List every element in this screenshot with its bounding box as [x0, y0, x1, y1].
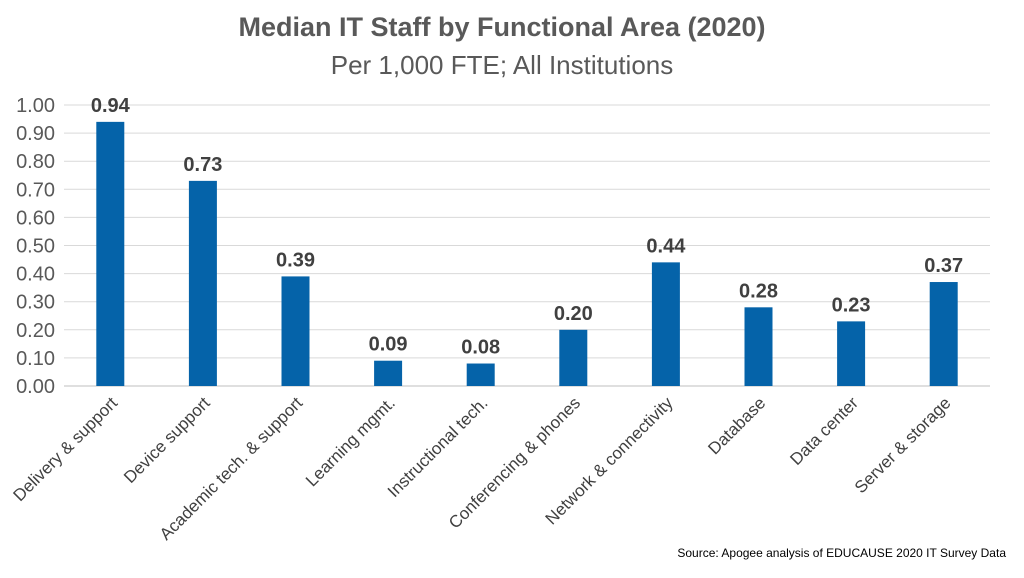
y-tick-label: 0.80 — [16, 151, 55, 173]
gridlines — [64, 104, 990, 387]
y-axis-tick-labels: 0.00 0.10 0.20 0.30 0.40 0.50 0.60 0.70 0.80 0.90… — [16, 95, 55, 398]
y-tick-label: 0.40 — [16, 264, 55, 286]
bar — [188, 180, 217, 386]
bar — [744, 307, 773, 386]
data-label: 0.28 — [739, 280, 778, 302]
bar — [929, 282, 958, 386]
data-label: 0.39 — [276, 249, 315, 271]
bar — [559, 329, 588, 386]
data-label: 0.94 — [91, 95, 131, 117]
bar — [651, 262, 680, 386]
data-label: 0.44 — [646, 235, 686, 257]
y-tick-label: 0.50 — [16, 236, 55, 258]
bar — [96, 121, 125, 387]
y-tick-label: 0.90 — [16, 123, 55, 145]
y-tick-label: 0.00 — [16, 376, 55, 398]
y-tick-label: 1.00 — [16, 95, 55, 117]
x-tick-label: Database — [704, 393, 769, 458]
bar — [281, 276, 310, 386]
bar — [837, 321, 866, 386]
chart-title: Median IT Staff by Functional Area (2020… — [238, 12, 766, 42]
data-label: 0.37 — [924, 255, 963, 277]
y-tick-label: 0.30 — [16, 292, 55, 314]
chart-subtitle: Per 1,000 FTE; All Institutions — [330, 50, 674, 80]
data-label: 0.23 — [832, 294, 871, 316]
data-label: 0.73 — [183, 154, 222, 176]
bar — [374, 360, 403, 386]
x-tick-label: Delivery & support — [9, 393, 121, 505]
data-labels: 0.94 0.73 0.39 0.09 0.08 0.20 0.44 0.28 0.23 0.37 — [91, 95, 963, 359]
x-tick-label: Device support — [120, 393, 214, 487]
x-tick-label: Data center — [786, 393, 862, 469]
x-tick-label: Learning mgmt. — [302, 393, 399, 490]
data-label: 0.08 — [461, 337, 500, 359]
x-tick-label: Instructional tech. — [384, 393, 492, 501]
source-note: Source: Apogee analysis of EDUCAUSE 2020… — [677, 546, 1006, 560]
y-tick-label: 0.10 — [16, 348, 55, 370]
data-label: 0.20 — [554, 303, 593, 325]
y-tick-label: 0.60 — [16, 207, 55, 229]
data-label: 0.09 — [369, 334, 408, 356]
y-tick-label: 0.20 — [16, 320, 55, 342]
bars — [96, 121, 958, 387]
bar — [466, 363, 495, 386]
y-tick-label: 0.70 — [16, 179, 55, 201]
x-tick-label: Server & storage — [851, 393, 955, 497]
